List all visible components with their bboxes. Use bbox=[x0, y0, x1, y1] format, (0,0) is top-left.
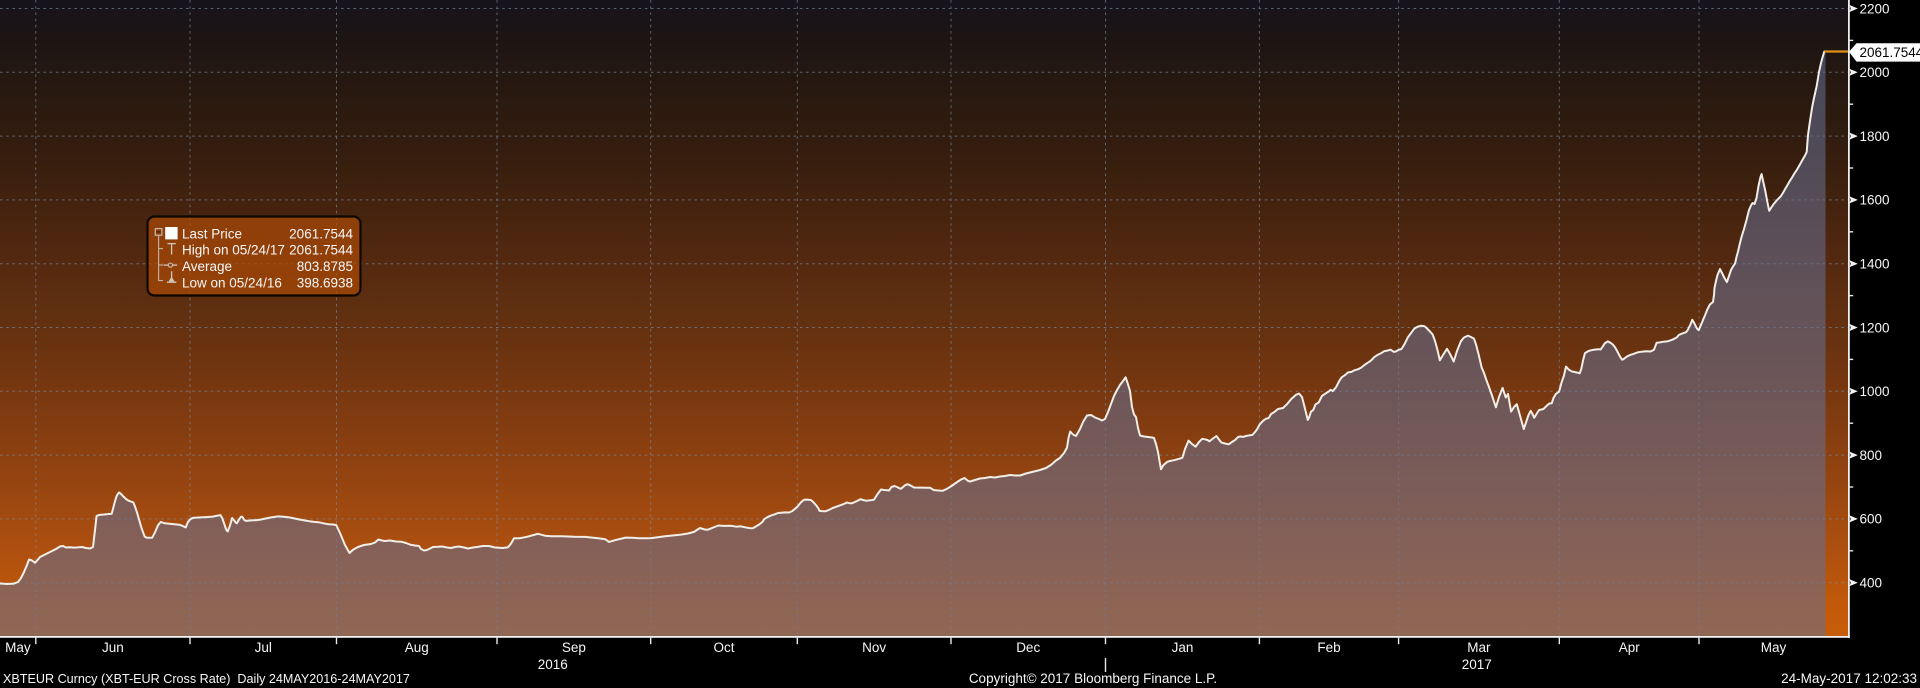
svg-text:Sep: Sep bbox=[562, 640, 586, 655]
svg-text:May: May bbox=[5, 640, 31, 655]
svg-text:1000: 1000 bbox=[1860, 384, 1890, 399]
svg-text:Feb: Feb bbox=[1317, 640, 1340, 655]
svg-text:2061.7544: 2061.7544 bbox=[1860, 45, 1920, 60]
svg-text:Low on 05/24/16: Low on 05/24/16 bbox=[182, 276, 282, 291]
svg-text:Oct: Oct bbox=[713, 640, 734, 655]
svg-text:High on 05/24/17: High on 05/24/17 bbox=[182, 243, 285, 258]
svg-text:Copyright© 2017 Bloomberg Fina: Copyright© 2017 Bloomberg Finance L.P. bbox=[969, 671, 1217, 686]
svg-text:800: 800 bbox=[1860, 448, 1883, 463]
svg-text:2200: 2200 bbox=[1860, 1, 1890, 16]
svg-text:600: 600 bbox=[1860, 512, 1883, 527]
svg-text:May: May bbox=[1761, 640, 1787, 655]
svg-text:Apr: Apr bbox=[1619, 640, 1641, 655]
svg-text:803.8785: 803.8785 bbox=[297, 259, 353, 274]
svg-text:2000: 2000 bbox=[1860, 65, 1890, 80]
svg-text:24-May-2017 12:02:33: 24-May-2017 12:02:33 bbox=[1781, 671, 1917, 686]
svg-text:1400: 1400 bbox=[1860, 257, 1890, 272]
svg-text:Aug: Aug bbox=[405, 640, 429, 655]
svg-text:2061.7544: 2061.7544 bbox=[289, 243, 353, 258]
svg-text:2016: 2016 bbox=[538, 657, 568, 672]
svg-text:398.6938: 398.6938 bbox=[297, 276, 353, 291]
svg-text:1200: 1200 bbox=[1860, 320, 1890, 335]
svg-text:1600: 1600 bbox=[1860, 193, 1890, 208]
svg-text:Average: Average bbox=[182, 259, 232, 274]
svg-text:400: 400 bbox=[1860, 576, 1883, 591]
svg-text:2061.7544: 2061.7544 bbox=[289, 226, 353, 241]
svg-text:XBTEUR Curncy (XBT-EUR Cross R: XBTEUR Curncy (XBT-EUR Cross Rate) Daily… bbox=[3, 672, 410, 686]
svg-text:2017: 2017 bbox=[1462, 657, 1492, 672]
svg-text:Jun: Jun bbox=[102, 640, 124, 655]
svg-text:Mar: Mar bbox=[1467, 640, 1491, 655]
svg-text:Dec: Dec bbox=[1016, 640, 1040, 655]
svg-text:Jan: Jan bbox=[1172, 640, 1194, 655]
svg-text:Last Price: Last Price bbox=[182, 226, 242, 241]
svg-text:Jul: Jul bbox=[255, 640, 272, 655]
svg-text:Nov: Nov bbox=[862, 640, 886, 655]
svg-text:1800: 1800 bbox=[1860, 129, 1890, 144]
